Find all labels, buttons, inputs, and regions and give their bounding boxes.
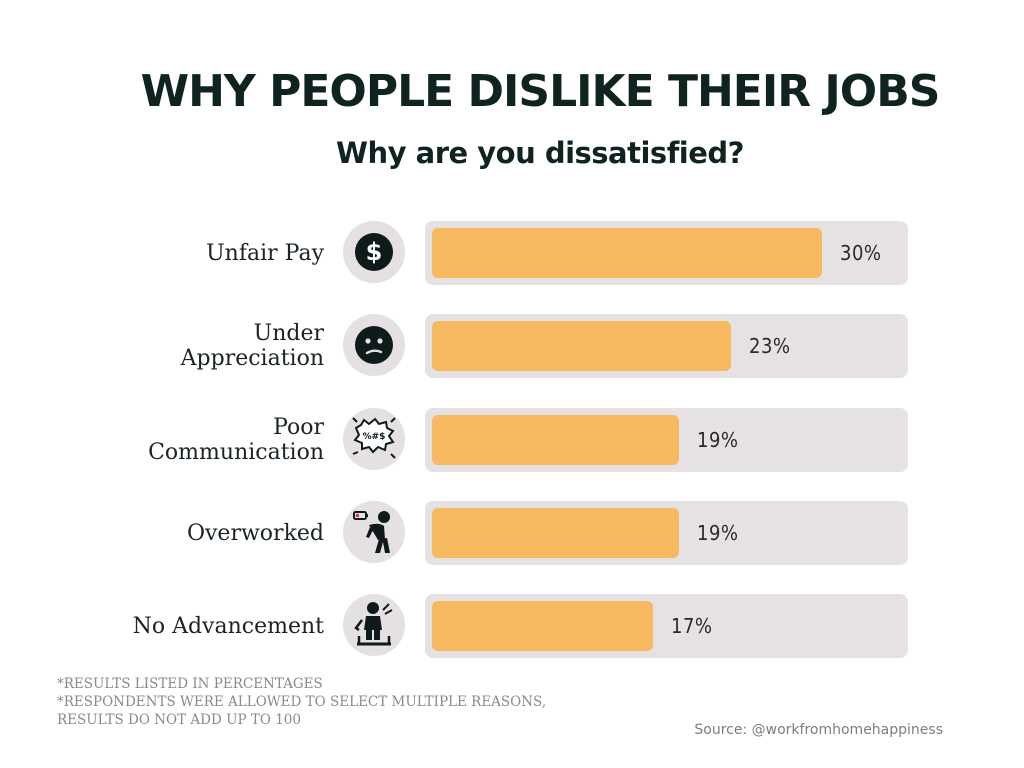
value-label: 17%	[671, 614, 713, 638]
value-label: 23%	[749, 334, 791, 358]
bar-row: No Advancement 17%	[0, 594, 1024, 658]
tired-worker-icon	[343, 501, 405, 563]
stuck-worker-icon	[343, 594, 405, 656]
footnote-line: *RESPONDENTS WERE ALLOWED TO SELECT MULT…	[57, 694, 547, 710]
bar-track	[425, 221, 908, 285]
bar-row: Under Appreciation 23%	[0, 314, 1024, 378]
cursing-speech-bubble-icon: %#$	[343, 408, 405, 470]
svg-text:$: $	[366, 238, 383, 266]
bar-row: Unfair Pay $30%	[0, 221, 1024, 285]
bar-track	[425, 501, 908, 565]
value-label: 19%	[697, 428, 739, 452]
chart-subtitle: Why are you dissatisfied?	[336, 136, 745, 170]
category-label: Overworked	[186, 520, 324, 546]
category-label: No Advancement	[132, 613, 324, 639]
bar	[432, 415, 679, 465]
bar	[432, 228, 822, 278]
value-label: 19%	[697, 521, 739, 545]
footnote-line: *RESULTS LISTED IN PERCENTAGES	[57, 676, 323, 692]
source-credit: Source: @workfromhomehappiness	[694, 722, 943, 738]
footnotes: *RESULTS LISTED IN PERCENTAGES *RESPONDE…	[57, 675, 546, 729]
category-label: Unfair Pay	[206, 240, 324, 266]
chart-title: WHY PEOPLE DISLIKE THEIR JOBS	[140, 66, 941, 117]
bar-row: Poor Communication %#$ 19%	[0, 408, 1024, 472]
bar	[432, 601, 653, 651]
bar-track	[425, 408, 908, 472]
bar	[432, 321, 731, 371]
bar-track	[425, 314, 908, 378]
category-label: Under Appreciation	[180, 321, 324, 371]
category-label: Poor Communication	[148, 415, 324, 465]
value-label: 30%	[840, 241, 882, 265]
bar-row: Overworked 19%	[0, 501, 1024, 565]
frown-face-icon	[343, 314, 405, 376]
bar	[432, 508, 679, 558]
svg-text:%#$: %#$	[363, 432, 386, 442]
dollar-icon: $	[343, 221, 405, 283]
footnote-line: RESULTS DO NOT ADD UP TO 100	[57, 712, 301, 728]
bar-track	[425, 594, 908, 658]
